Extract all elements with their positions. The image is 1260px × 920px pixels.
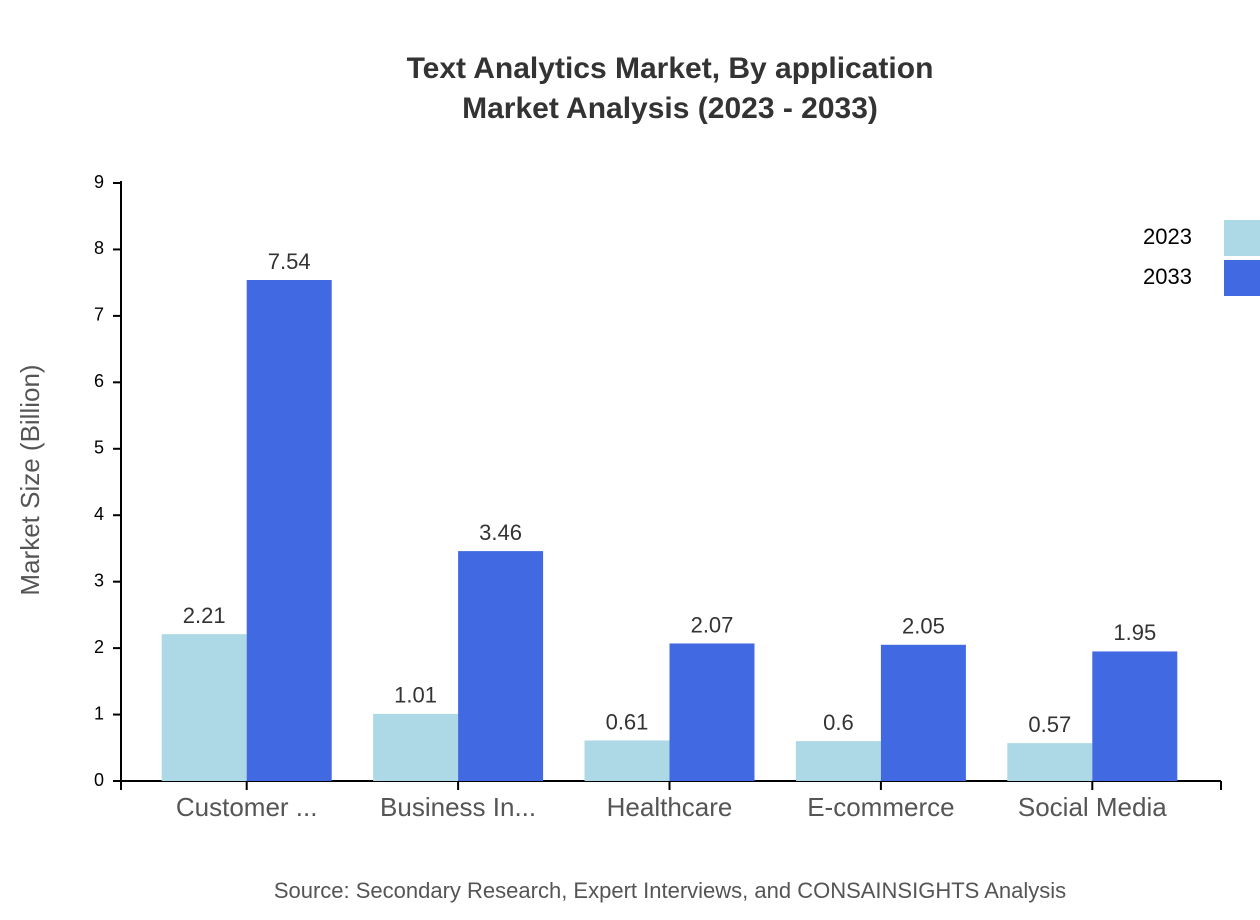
value-label: 3.46 xyxy=(479,520,522,545)
legend-swatch xyxy=(1224,260,1260,296)
y-tick-label: 3 xyxy=(94,570,104,590)
value-label: 0.61 xyxy=(606,709,649,734)
y-tick-label: 9 xyxy=(94,172,104,192)
y-tick-label: 5 xyxy=(94,438,104,458)
y-tick-label: 6 xyxy=(94,371,104,391)
x-tick-label: Social Media xyxy=(1018,792,1167,822)
value-label: 0.6 xyxy=(823,710,854,735)
value-label: 2.07 xyxy=(691,612,734,637)
y-axis-label: Market Size (Billion) xyxy=(15,364,45,595)
value-label: 0.57 xyxy=(1028,712,1071,737)
y-tick-label: 1 xyxy=(94,703,104,723)
bar xyxy=(584,740,670,781)
bar xyxy=(795,741,881,781)
bar xyxy=(161,634,247,781)
y-tick-label: 7 xyxy=(94,305,104,325)
chart-title: Market Analysis (2023 - 2033) xyxy=(462,92,878,125)
legend-swatch xyxy=(1224,220,1260,256)
chart-title: Text Analytics Market, By application xyxy=(407,52,934,85)
source-note: Source: Secondary Research, Expert Inter… xyxy=(274,878,1066,903)
bar xyxy=(373,713,459,781)
bar xyxy=(246,280,332,781)
bar xyxy=(1092,651,1178,781)
legend-label: 2023 xyxy=(1143,224,1192,249)
x-tick-label: Customer ... xyxy=(176,792,318,822)
y-tick-label: 0 xyxy=(94,770,104,790)
x-tick-label: Business In... xyxy=(380,792,536,822)
value-label: 2.05 xyxy=(902,614,945,639)
bar xyxy=(669,643,755,781)
x-tick-label: E-commerce xyxy=(807,792,954,822)
value-label: 2.21 xyxy=(183,603,226,628)
y-tick-label: 2 xyxy=(94,637,104,657)
bar xyxy=(458,551,544,781)
y-tick-label: 8 xyxy=(94,238,104,258)
bar xyxy=(880,644,966,781)
value-label: 1.01 xyxy=(394,683,437,708)
legend-label: 2033 xyxy=(1143,264,1192,289)
value-label: 7.54 xyxy=(268,249,311,274)
value-label: 1.95 xyxy=(1113,620,1156,645)
bar xyxy=(1007,743,1093,781)
y-tick-label: 4 xyxy=(94,504,104,524)
x-tick-label: Healthcare xyxy=(607,792,733,822)
